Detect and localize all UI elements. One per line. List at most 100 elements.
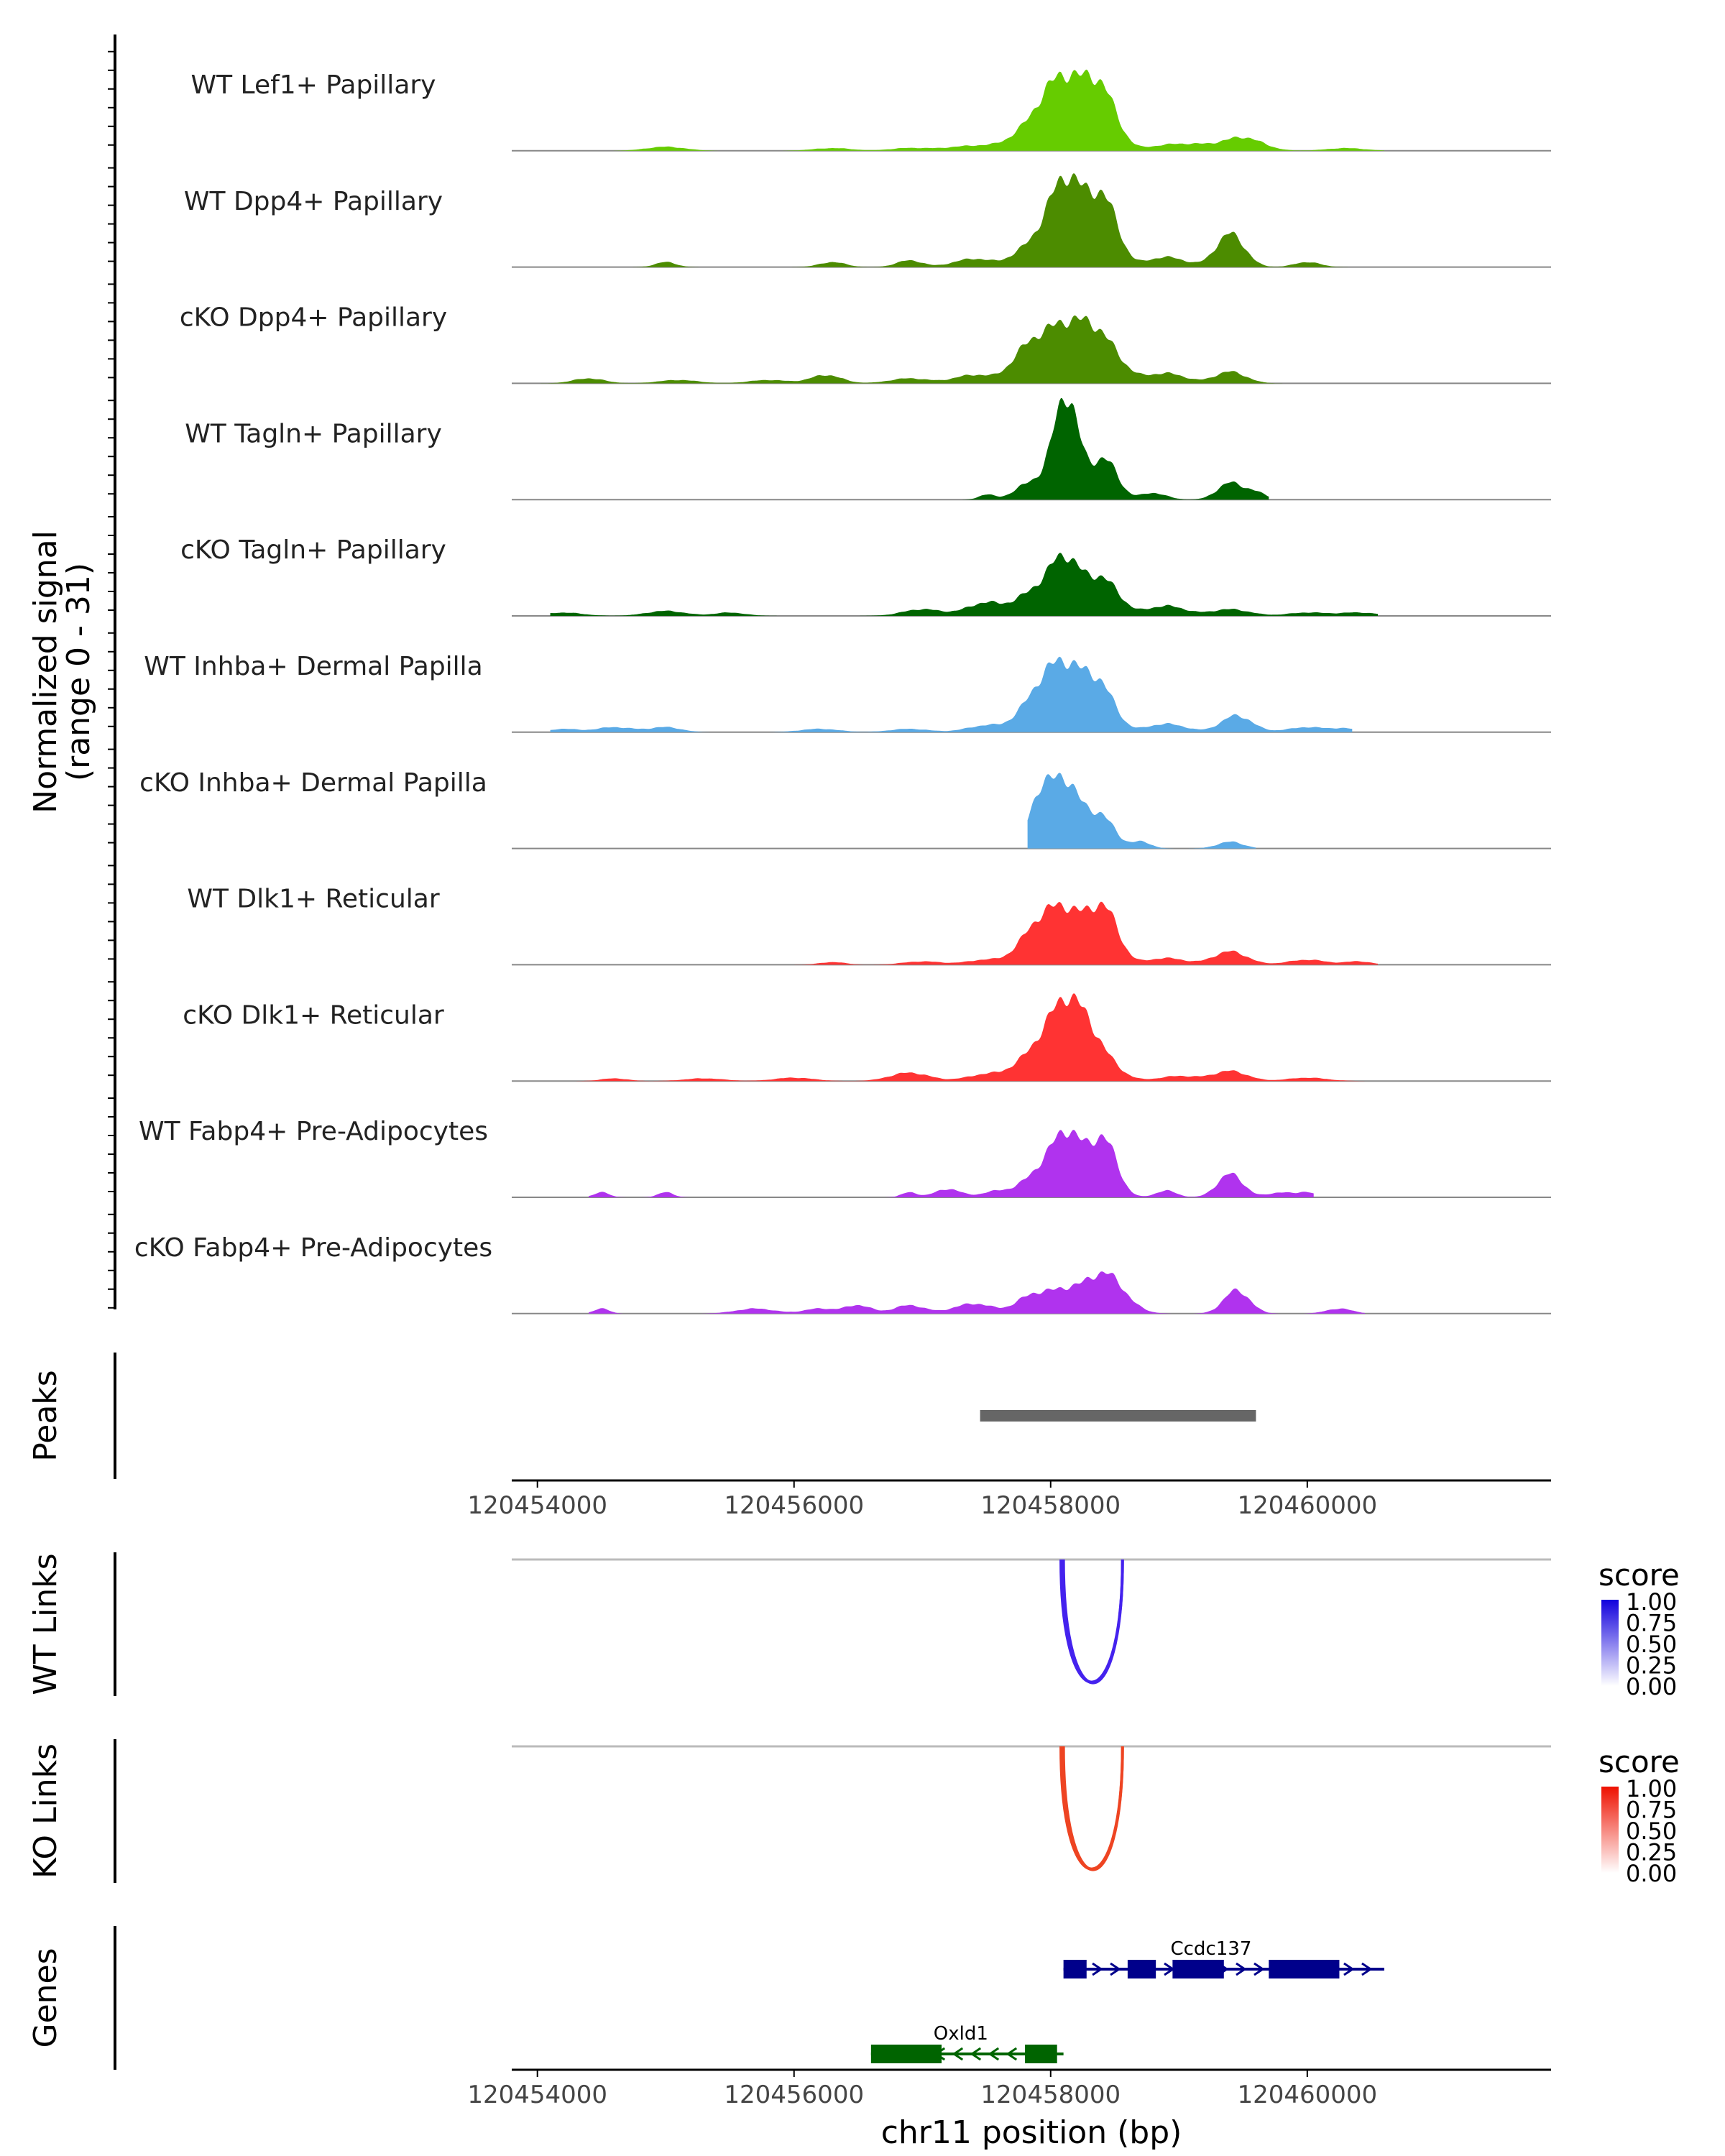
gene-exon	[1172, 1960, 1224, 1978]
gene-label-ccdc137: Ccdc137	[1170, 1938, 1251, 1960]
wt-links-track-label: WT Links	[27, 1553, 64, 1695]
track-label-wt-lef1-papillary: WT Lef1+ Papillary	[191, 70, 436, 100]
track-label-wt-dpp4-papillary: WT Dpp4+ Papillary	[184, 187, 443, 216]
strand-arrow	[1110, 1962, 1121, 1976]
coverage-track-wt-lef1-papillary: WT Lef1+ Papillary	[191, 69, 1551, 152]
track-label-cko-inhba-dermal-papilla: cKO Inhba+ Dermal Papilla	[139, 768, 487, 798]
coverage-track-cko-tagln-papillary: cKO Tagln+ Papillary	[180, 535, 1551, 617]
coverage-tracks: WT Lef1+ Papillary WT Dpp4+ Papillary cKO …	[134, 69, 1551, 1314]
x-tick-label: 120456000	[724, 2081, 864, 2109]
gene-exon	[1063, 1960, 1087, 1978]
legend-colorbar	[1601, 1600, 1619, 1686]
coverage-area-cko-dpp4-papillary	[512, 315, 1384, 384]
gene-exon	[1269, 1960, 1340, 1978]
link-arc	[1059, 1746, 1124, 1871]
strand-arrow	[1236, 1962, 1247, 1976]
strand-arrow	[988, 2047, 1000, 2061]
peak-region	[980, 1410, 1256, 1422]
track-label-wt-inhba-dermal-papilla: WT Inhba+ Dermal Papilla	[144, 652, 482, 681]
coverage-y-label-range: (range 0 - 31)	[60, 563, 97, 781]
strand-arrow	[1343, 1962, 1355, 1976]
strand-arrow	[1092, 1962, 1103, 1976]
track-label-wt-tagln-papillary: WT Tagln+ Papillary	[185, 419, 442, 448]
strand-arrow	[1361, 1962, 1373, 1976]
coverage-track-wt-fabp4-pre-adipocytes: WT Fabp4+ Pre-Adipocytes	[139, 1117, 1551, 1198]
peaks-track-label: Peaks	[27, 1370, 64, 1461]
coverage-track-wt-dlk1-reticular: WT Dlk1+ Reticular	[187, 885, 1551, 966]
coverage-area-cko-inhba-dermal-papilla	[1027, 773, 1256, 849]
peaks-regions	[980, 1410, 1256, 1422]
coverage-track-wt-dpp4-papillary: WT Dpp4+ Papillary	[184, 173, 1551, 268]
track-label-wt-dlk1-reticular: WT Dlk1+ Reticular	[187, 885, 439, 914]
x-tick-label: 120458000	[980, 1491, 1121, 1520]
genes-track-label: Genes	[27, 1948, 64, 2047]
track-label-cko-dlk1-reticular: cKO Dlk1+ Reticular	[183, 1000, 444, 1030]
gene-ccdc137: Ccdc137	[1063, 1938, 1384, 1978]
peaks-panel: Peaks 120454000 120456000 120458000 1204600…	[27, 1353, 1551, 1520]
link-arc	[1062, 1559, 1124, 1685]
legend-title: score	[1598, 1744, 1680, 1779]
coverage-area-wt-tagln-papillary	[935, 397, 1269, 500]
genes-x-axis: 120454000 120456000 120458000 120460000	[467, 2070, 1377, 2109]
legend-colorbar	[1601, 1787, 1619, 1873]
x-tick-label: 120454000	[467, 1491, 607, 1520]
x-tick-label: 120454000	[467, 2081, 607, 2109]
coverage-track-cko-dpp4-papillary: cKO Dpp4+ Papillary	[180, 303, 1551, 384]
gene-exon	[1025, 2045, 1057, 2063]
x-tick-label: 120456000	[724, 1491, 864, 1520]
coverage-area-cko-dlk1-reticular	[576, 993, 1378, 1082]
x-axis-title: chr11 position (bp)	[881, 2114, 1182, 2151]
coverage-track-cko-inhba-dermal-papilla: cKO Inhba+ Dermal Papilla	[139, 768, 1551, 849]
legend-tick-label: 1.00	[1626, 1775, 1677, 1802]
link-arc	[1059, 1559, 1124, 1684]
legend-tick-label: 0.25	[1626, 1652, 1677, 1680]
ko-links-arcs	[512, 1745, 1551, 1871]
coverage-y-label: Normalized signal	[27, 530, 64, 814]
peaks-x-axis: 120454000 120456000 120458000 120460000	[467, 1480, 1377, 1520]
coverage-track-wt-inhba-dermal-papilla: WT Inhba+ Dermal Papilla	[144, 652, 1551, 733]
legend-tick-label: 0.25	[1626, 1839, 1677, 1866]
coverage-track-cko-fabp4-pre-adipocytes: cKO Fabp4+ Pre-Adipocytes	[134, 1233, 1551, 1314]
legend-title: score	[1598, 1557, 1680, 1593]
track-label-cko-tagln-papillary: cKO Tagln+ Papillary	[180, 535, 446, 565]
coverage-track-wt-tagln-papillary: WT Tagln+ Papillary	[185, 397, 1551, 501]
gene-exon	[870, 2045, 942, 2063]
track-label-wt-fabp4-pre-adipocytes: WT Fabp4+ Pre-Adipocytes	[139, 1117, 488, 1146]
legend-tick-label: 0.00	[1626, 1673, 1677, 1700]
gene-oxld1: Oxld1	[870, 2023, 1064, 2063]
strand-arrow	[952, 2047, 964, 2061]
legend-tick-label: 0.00	[1626, 1860, 1677, 1887]
legend-tick-label: 0.50	[1626, 1631, 1677, 1658]
link-arc	[1062, 1746, 1124, 1871]
track-label-cko-dpp4-papillary: cKO Dpp4+ Papillary	[180, 303, 447, 333]
ko-links-track-label: KO Links	[27, 1743, 64, 1879]
coverage-area-wt-fabp4-pre-adipocytes	[589, 1130, 1314, 1197]
legend-tick-label: 0.75	[1626, 1797, 1677, 1824]
legend-tick-label: 1.00	[1626, 1588, 1677, 1616]
coverage-area-wt-dpp4-papillary	[512, 173, 1384, 267]
strand-arrow	[1006, 2047, 1018, 2061]
coverage-area-wt-inhba-dermal-papilla	[550, 656, 1353, 732]
gene-models: Ccdc137 Oxld1	[870, 1938, 1384, 2063]
gene-label-oxld1: Oxld1	[934, 2023, 988, 2045]
coverage-y-ticks	[108, 50, 115, 1309]
strand-arrow	[1254, 1962, 1265, 1976]
strand-arrow	[970, 2047, 982, 2061]
coverage-panel: Normalized signal (range 0 - 31) WT Lef1…	[27, 34, 1551, 1314]
coverage-track-cko-dlk1-reticular: cKO Dlk1+ Reticular	[183, 993, 1551, 1082]
x-tick-label: 120458000	[980, 2081, 1121, 2109]
x-tick-label: 120460000	[1237, 2081, 1377, 2109]
coverage-area-wt-dlk1-reticular	[794, 901, 1378, 965]
coverage-area-wt-lef1-papillary	[512, 69, 1384, 151]
track-label-cko-fabp4-pre-adipocytes: cKO Fabp4+ Pre-Adipocytes	[134, 1233, 492, 1263]
x-tick-label: 120460000	[1237, 1491, 1377, 1520]
legend-tick-label: 0.50	[1626, 1818, 1677, 1845]
coverage-area-cko-fabp4-pre-adipocytes	[589, 1271, 1366, 1314]
wt-links-arcs	[512, 1558, 1551, 1685]
